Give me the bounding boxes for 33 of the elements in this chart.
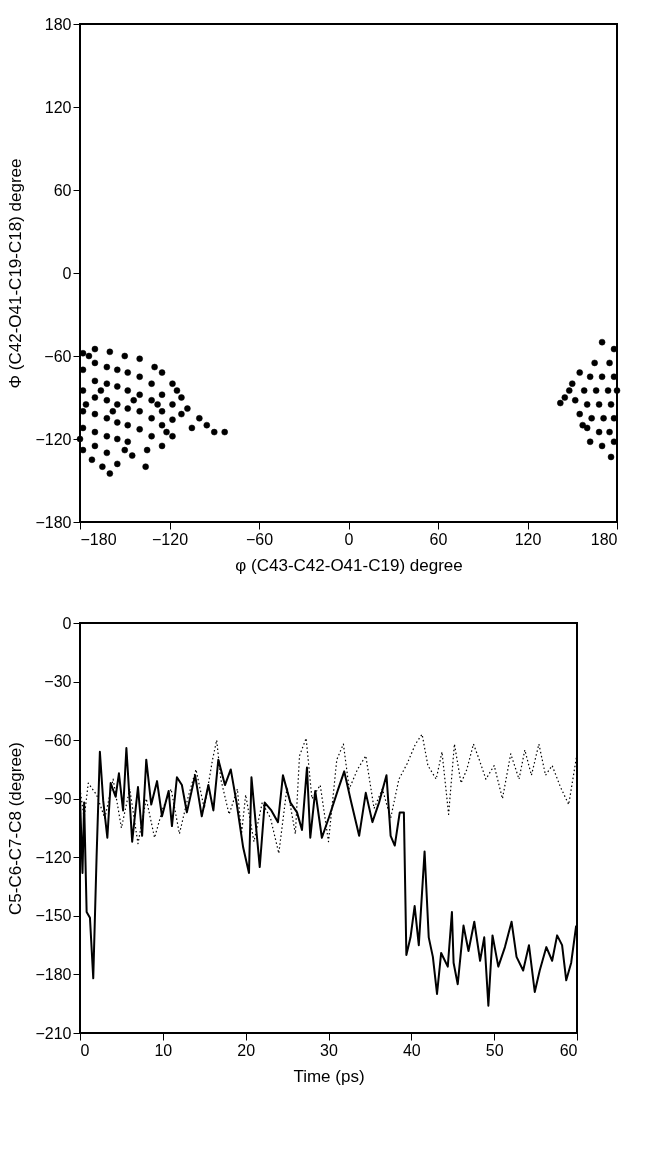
y-tick-label: 0 — [62, 264, 72, 282]
y-tick-label: 60 — [53, 181, 72, 199]
x-tick-label: 0 — [80, 1041, 90, 1059]
x-tick-label: 120 — [514, 530, 542, 548]
x-tick-label: −120 — [151, 530, 189, 548]
y-tick-label: 120 — [44, 98, 72, 116]
y-axis-title: C5-C6-C7-C8 (degree) — [6, 742, 26, 915]
x-tick-label: −60 — [245, 530, 274, 548]
y-tick-label: −30 — [44, 673, 72, 691]
x-tick-label: 0 — [344, 530, 354, 548]
y-tick-label: −150 — [35, 907, 72, 925]
y-axis-title: Φ (C42-O41-C19-C18) degree — [6, 158, 26, 389]
x-tick-label: 20 — [237, 1041, 256, 1059]
y-tick-label: −180 — [35, 965, 72, 983]
y-tick-label: −210 — [35, 1024, 72, 1042]
y-tick-label: −60 — [44, 731, 72, 749]
y-tick-label: 0 — [62, 614, 72, 632]
x-tick-label: 30 — [320, 1041, 338, 1059]
x-tick-label: −180 — [80, 530, 117, 548]
y-tick-label: −120 — [35, 848, 72, 866]
x-tick-label: 10 — [154, 1041, 173, 1059]
y-tick-label: −120 — [35, 430, 72, 448]
x-axis-title: Time (ps) — [293, 1066, 365, 1086]
x-tick-label: 40 — [402, 1041, 421, 1059]
y-tick-label: −180 — [35, 513, 72, 531]
y-tick-label: 180 — [44, 15, 72, 33]
y-tick-label: −90 — [44, 790, 72, 808]
y-tick-label: −60 — [44, 347, 72, 365]
x-axis-title: φ (C43-C42-O41-C19) degree — [235, 555, 463, 575]
x-tick-label: 50 — [485, 1041, 504, 1059]
x-tick-label: 60 — [559, 1041, 578, 1059]
x-tick-label: 180 — [590, 530, 618, 548]
x-tick-label: 60 — [429, 530, 448, 548]
